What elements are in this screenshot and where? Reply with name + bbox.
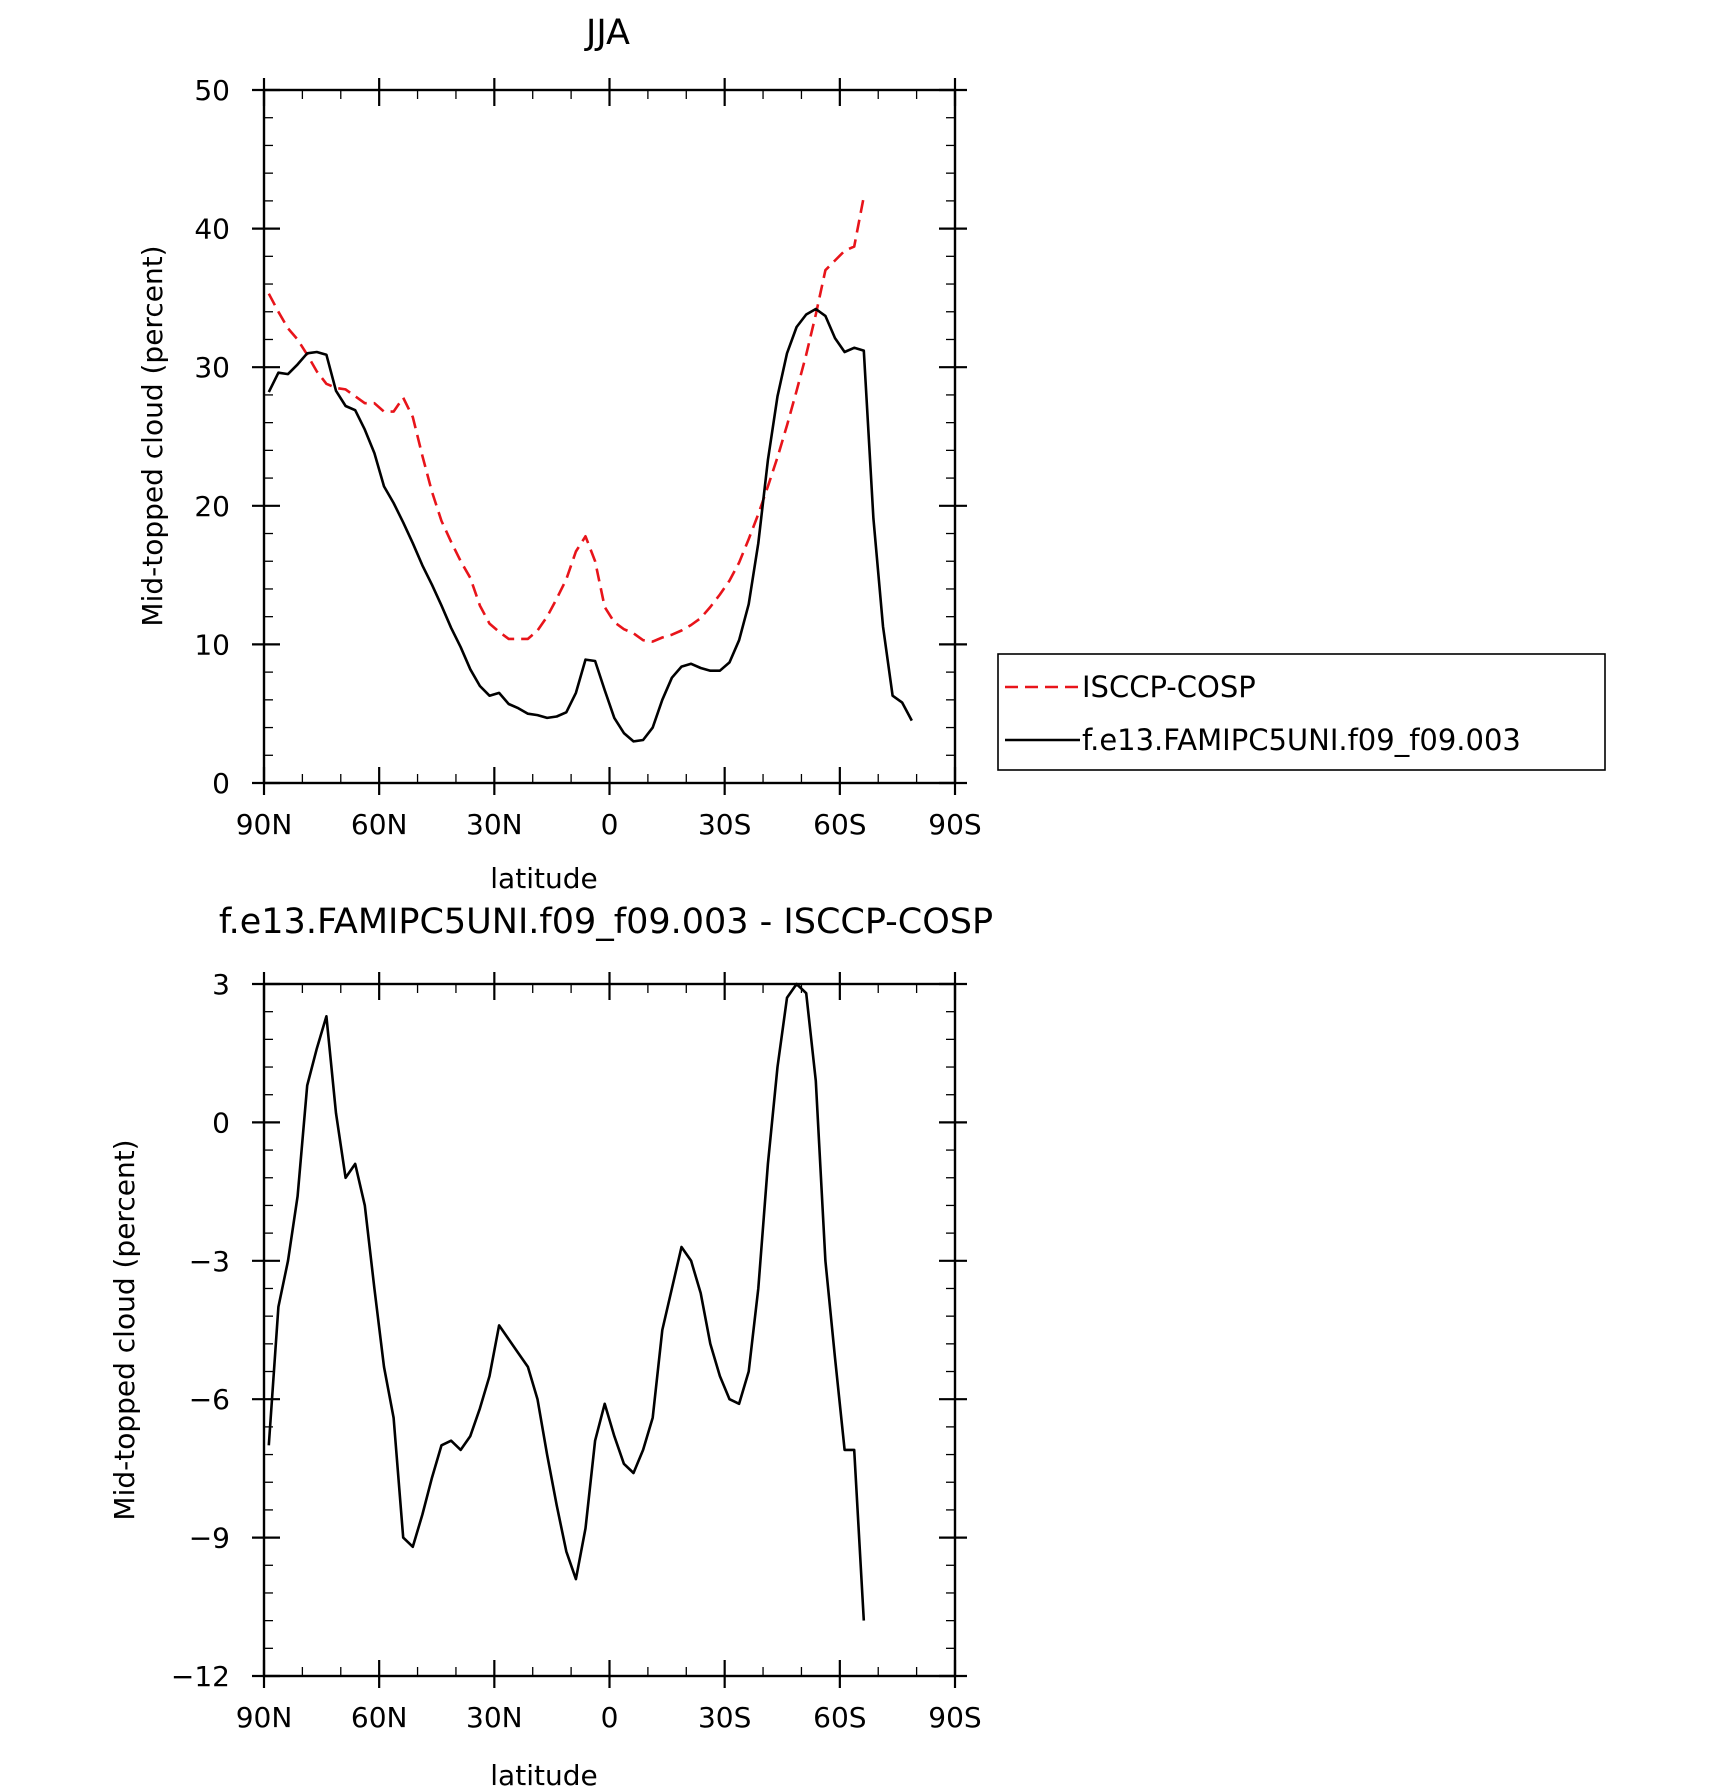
bottom-x-tick-label: 30N [466,1701,523,1734]
bottom-x-tick-label: 90N [236,1701,293,1734]
top-y-tick-label: 50 [194,74,230,107]
top-y-tick-label: 10 [194,628,230,661]
top-series-line-model [267,307,913,743]
bottom-y-tick-label: −3 [189,1245,230,1278]
bottom-chart-title: f.e13.FAMIPC5UNI.f09_f09.003 - ISCCP-COS… [219,902,993,942]
bottom-y-tick-label: 0 [212,1106,230,1139]
legend-label-model: f.e13.FAMIPC5UNI.f09_f09.003 [1082,723,1521,757]
bottom-x-axis-label: latitude [490,1759,597,1789]
top-y-axis-label: Mid-topped cloud (percent) [136,245,169,626]
bottom-y-tick-label: −12 [171,1660,230,1693]
top-x-tick-label: 30N [466,808,523,841]
top-x-tick-label: 0 [601,808,619,841]
top-chart-title: JJA [584,13,630,53]
bottom-x-tick-label: 90S [928,1701,981,1734]
top-y-tick-label: 30 [194,351,230,384]
bottom-x-tick-label: 30S [698,1701,751,1734]
top-x-axis-label: latitude [490,862,597,895]
top-x-tick-label: 90N [236,808,293,841]
bottom-series-line-difference [267,982,866,1621]
top-y-tick-label: 0 [212,767,230,800]
bottom-panel: f.e13.FAMIPC5UNI.f09_f09.003 - ISCCP-COS… [108,902,993,1789]
bottom-x-tick-label: 0 [601,1701,619,1734]
top-y-tick-label: 20 [194,490,230,523]
bottom-x-tick-label: 60N [351,1701,408,1734]
bottom-y-tick-label: −9 [189,1522,230,1555]
legend-box [997,653,1606,771]
top-panel: JJA latitude Mid-topped cloud (percent) … [136,13,982,895]
bottom-x-tick-label: 60S [813,1701,866,1734]
bottom-plot-frame [262,982,957,1678]
top-x-tick-label: 60S [813,808,866,841]
legend: ISCCP-COSP f.e13.FAMIPC5UNI.f09_f09.003 [997,653,1606,771]
top-x-tick-label: 30S [698,808,751,841]
bottom-y-axis-label: Mid-topped cloud (percent) [108,1139,141,1520]
bottom-y-tick-label: 3 [212,968,230,1001]
top-x-tick-label: 90S [928,808,981,841]
top-y-tick-label: 40 [194,213,230,246]
bottom-y-tick-label: −6 [189,1383,230,1416]
top-x-tick-label: 60N [351,808,408,841]
legend-label-isccp-cosp: ISCCP-COSP [1082,670,1256,704]
